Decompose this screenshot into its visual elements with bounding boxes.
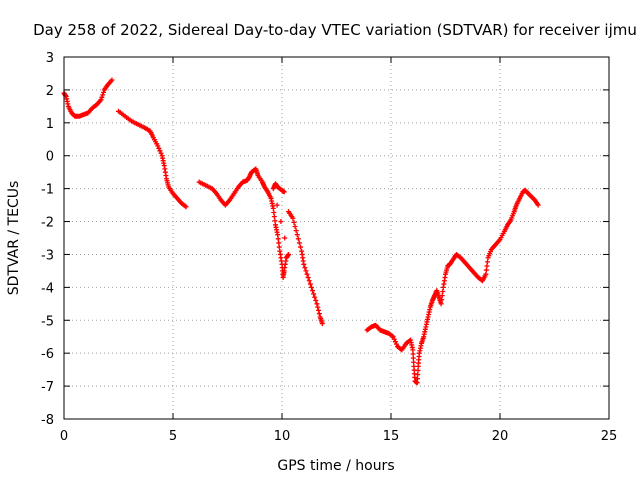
data-point — [274, 202, 280, 208]
y-tick-labels: 3 2 1 0 -1 -2 -3 -4 -5 -6 -7 -8 — [41, 51, 54, 428]
data-point — [308, 284, 314, 290]
data-point — [316, 311, 322, 317]
x-tick-label: 15 — [383, 429, 400, 444]
y-tick-label: -6 — [41, 347, 54, 362]
data-point — [313, 298, 319, 304]
data-point — [100, 92, 106, 98]
data-point — [304, 271, 310, 277]
x-tick-label: 20 — [492, 429, 509, 444]
y-tick-label: 3 — [46, 51, 54, 66]
data-point — [278, 219, 284, 225]
y-tick-label: -2 — [41, 216, 54, 231]
data-point — [303, 268, 309, 274]
data-point — [294, 232, 300, 238]
data-point — [98, 97, 104, 103]
data-point — [392, 339, 398, 345]
data-point — [310, 288, 316, 294]
data-point — [315, 304, 321, 310]
data-point — [282, 235, 288, 241]
x-axis-label: GPS time / hours — [277, 458, 394, 474]
y-tick-label: 0 — [46, 150, 54, 165]
y-tick-label: -4 — [41, 281, 54, 296]
y-tick-label: 1 — [46, 117, 54, 132]
data-point — [319, 321, 325, 327]
series-sdtvar — [61, 77, 541, 386]
data-point — [101, 89, 107, 95]
x-tick-label: 0 — [60, 429, 68, 444]
data-point — [157, 148, 163, 154]
y-tick-label: 2 — [46, 84, 54, 99]
axis-ticks — [63, 56, 610, 420]
data-point — [295, 236, 301, 242]
data-point — [298, 244, 304, 250]
y-tick-label: -7 — [41, 380, 54, 395]
x-tick-label: 5 — [169, 429, 177, 444]
data-point — [306, 278, 312, 284]
y-tick-label: -3 — [41, 248, 54, 263]
data-point — [311, 291, 317, 297]
plot-frame — [63, 56, 610, 420]
data-point — [158, 150, 164, 156]
x-tick-labels: 0 5 10 15 20 25 — [60, 429, 617, 444]
y-axis-label: SDTVAR / TECUs — [6, 181, 22, 296]
x-tick-label: 10 — [274, 429, 291, 444]
data-point — [305, 274, 311, 280]
data-point — [293, 228, 299, 234]
data-point — [281, 189, 287, 195]
data-point — [286, 251, 292, 257]
chart-title: Day 258 of 2022, Sidereal Day-to-day VTE… — [33, 21, 637, 39]
data-point — [302, 265, 308, 271]
data-point — [99, 94, 105, 100]
data-point — [156, 145, 162, 151]
x-tick-label: 25 — [601, 429, 618, 444]
data-point — [296, 240, 302, 246]
data-point — [292, 223, 298, 229]
y-tick-label: -1 — [41, 183, 54, 198]
data-point — [535, 202, 541, 208]
data-point — [109, 77, 115, 83]
data-point — [314, 301, 320, 307]
y-tick-label: -5 — [41, 314, 54, 329]
data-point — [291, 219, 297, 225]
data-point — [301, 261, 307, 267]
data-point — [307, 281, 313, 287]
data-point — [316, 307, 322, 313]
data-point — [290, 215, 296, 221]
data-point — [183, 204, 189, 210]
data-point — [312, 294, 318, 300]
grid-lines — [64, 57, 609, 419]
y-tick-label: -8 — [41, 413, 54, 428]
